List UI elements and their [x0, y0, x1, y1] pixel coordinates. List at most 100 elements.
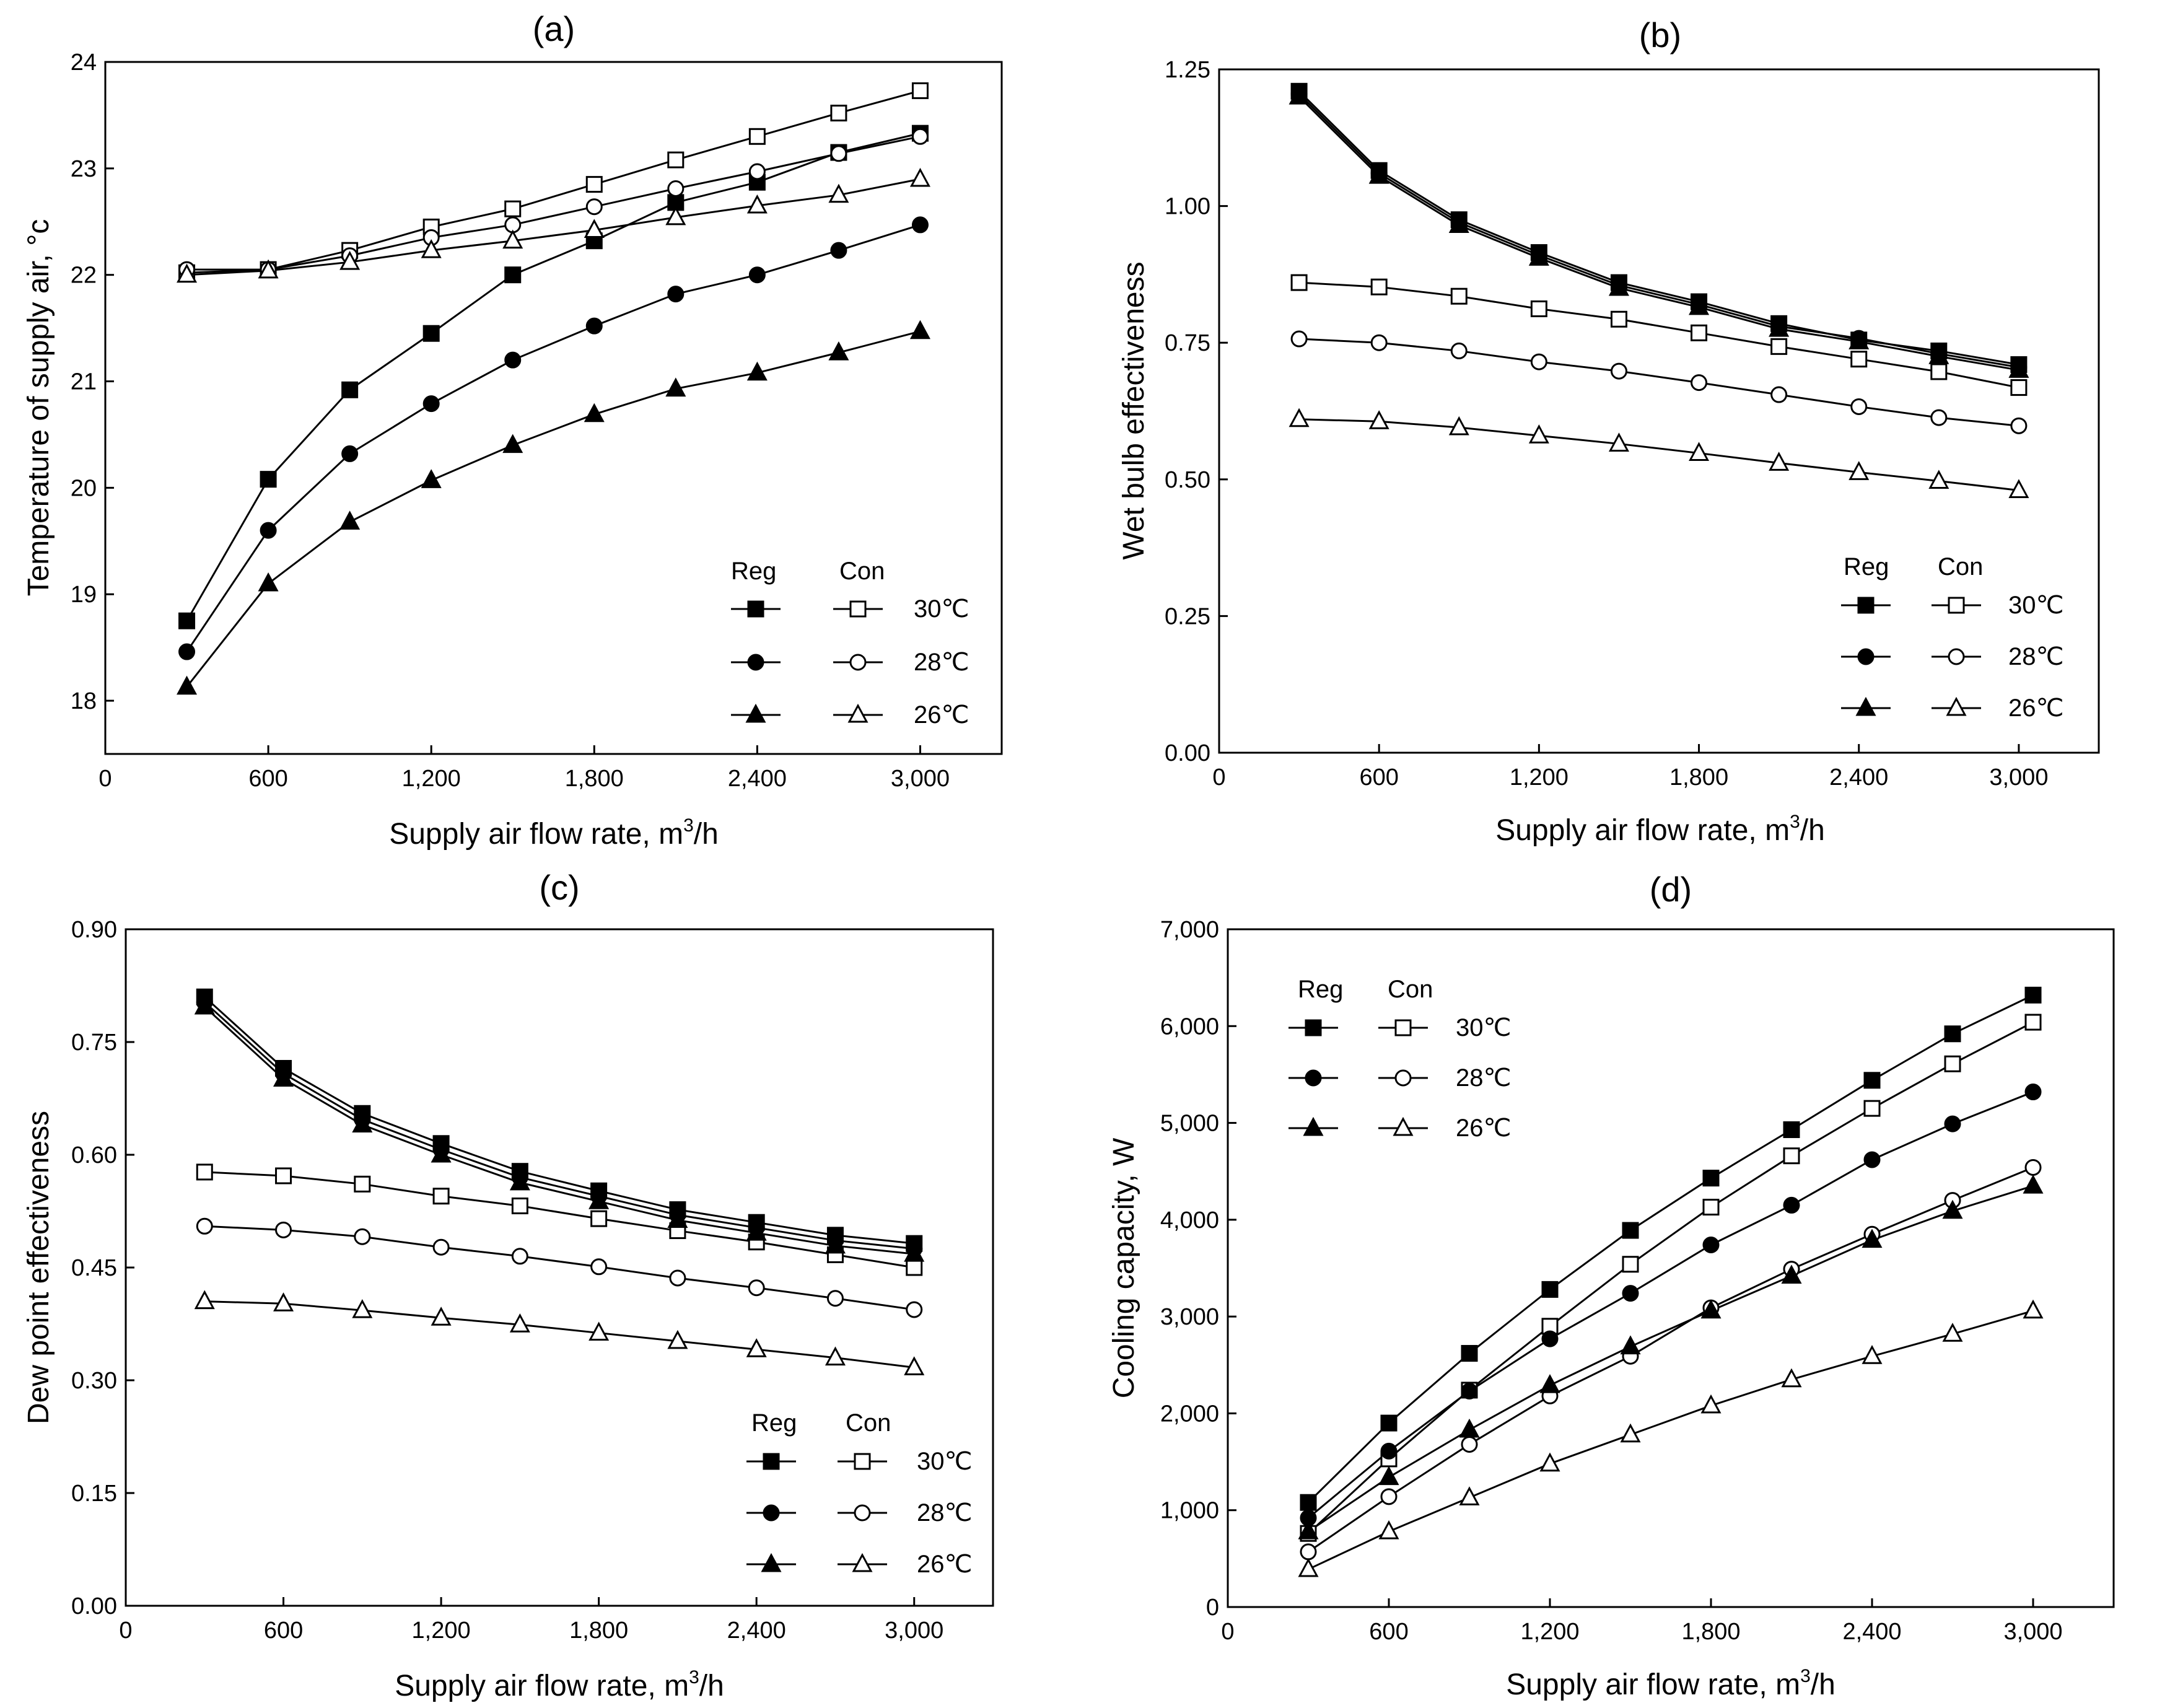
panel-d-title: (d) — [1650, 870, 1692, 909]
panel-a: (a) 0 600 1,200 1,800 2,400 3,000 18 19 20 21 22 2… — [22, 9, 1003, 851]
panel-a-series-line-open-square — [186, 89, 921, 274]
panel-a-point-open-triangle — [339, 250, 361, 270]
panel-a-y-ticks: 18 19 20 21 22 23 24 — [71, 50, 114, 714]
panel-c-point-open-circle — [669, 1269, 686, 1287]
panel-c-point-open-circle — [196, 1217, 213, 1235]
panel-a-point-filled-circle — [830, 242, 847, 259]
panel-a-point-open-circle — [830, 145, 847, 162]
panel-a-point-open-triangle — [584, 219, 605, 239]
panel-b-legend-marker-filled-triangle — [1855, 696, 1876, 716]
panel-b-point-open-triangle — [1448, 416, 1469, 436]
panel-d-point-open-circle — [1380, 1488, 1398, 1505]
panel-a-legend: Reg Con 30℃ 28℃ 26℃ — [731, 558, 969, 729]
panel-b-point-filled-triangle — [2008, 359, 2029, 378]
panel-c-series-line-open-square — [204, 1171, 914, 1269]
panel-c-point-open-triangle — [273, 1292, 294, 1312]
panel-c-point-open-triangle — [352, 1299, 373, 1318]
panel-d-series-line-filled-triangle — [1308, 1185, 2034, 1533]
panel-d-series-line-open-triangle — [1308, 1310, 2034, 1570]
panel-d-x-ticks: 0 600 1,200 1,800 2,400 3,000 — [1221, 1598, 2063, 1645]
panel-a-point-open-circle — [911, 128, 929, 145]
panel-d-series-line-filled-circle — [1308, 1091, 2034, 1519]
panel-c-series-line-open-triangle — [204, 1300, 914, 1369]
panel-d-point-filled-triangle — [1862, 1228, 1883, 1248]
panel-d-point-filled-triangle — [1298, 1520, 1319, 1539]
panel-c-point-filled-triangle — [588, 1190, 610, 1209]
panel-b-legend-header-con: Con — [1938, 553, 1983, 580]
panel-b-point-open-circle — [1770, 386, 1788, 403]
panel-b-point-open-circle — [1370, 334, 1388, 351]
panel-a-legend-samples — [731, 600, 883, 723]
panel-d-point-open-square — [1622, 1256, 1639, 1273]
panel-a-y-tick-label: 23 — [71, 156, 97, 182]
panel-a-legend-marker-filled-triangle — [745, 703, 766, 723]
panel-a-x-axis-label: Supply air flow rate, m3/h — [389, 815, 719, 851]
panel-a-point-open-triangle — [421, 239, 442, 258]
panel-b-legend-label-28: 28℃ — [2008, 643, 2063, 670]
panel-a-point-open-triangle — [177, 263, 198, 283]
panel-b-point-open-triangle — [1368, 410, 1389, 429]
panel-b-y-axis-label: Wet bulb effectiveness — [1118, 261, 1150, 559]
panel-c-y-tick-label: 0.15 — [71, 1481, 117, 1507]
panel-a-point-filled-triangle — [828, 341, 849, 361]
panel-b-point-open-circle — [1290, 330, 1308, 348]
panel-a-y-tick-label: 22 — [71, 263, 97, 289]
panel-d-y-tick-label: 5,000 — [1160, 1111, 1219, 1137]
panel-a-y-axis-label: Temperature of supply air, °c — [22, 219, 55, 597]
panel-a-legend-marker-filled-circle — [747, 654, 764, 671]
panel-b-point-open-circle — [1850, 398, 1868, 415]
panel-a-point-filled-square — [422, 325, 440, 342]
panel-d-y-tick-label: 7,000 — [1160, 917, 1219, 943]
panel-a-series-line-filled-triangle — [186, 330, 921, 688]
panel-b-series-line-filled-triangle — [1298, 96, 2019, 371]
panel-a-plot-frame — [104, 61, 1003, 755]
panel-a-legend-header-reg: Reg — [731, 558, 776, 585]
panel-d-legend-samples — [1289, 1019, 1428, 1136]
panel-b-y-tick-label: 0.00 — [1165, 740, 1210, 766]
panel-d-point-filled-square — [2024, 986, 2042, 1004]
panel-a-legend-header-con: Con — [839, 558, 885, 585]
panel-d-point-filled-square — [1461, 1345, 1478, 1362]
panel-d-point-filled-circle — [1461, 1382, 1478, 1399]
panel-a-y-tick-label: 18 — [71, 688, 97, 714]
panel-d-point-open-circle — [1300, 1543, 1317, 1561]
panel-d-x-tick-label: 1,800 — [1681, 1619, 1740, 1645]
panel-a-point-filled-circle — [422, 395, 440, 413]
panel-d-x-tick-label: 1,200 — [1520, 1619, 1579, 1645]
panel-d-legend: Reg Con 30℃ 28℃ 26℃ — [1289, 976, 1511, 1142]
panel-d-x-axis-label: Supply air flow rate, m3/h — [1506, 1666, 1835, 1701]
panel-a-point-open-square — [748, 128, 766, 145]
panel-a-legend-label-28: 28℃ — [914, 649, 969, 676]
panel-b-point-open-square — [1290, 274, 1308, 291]
panel-d-series-line-filled-square — [1307, 994, 2034, 1504]
panel-d-series-line-open-square — [1307, 1021, 2034, 1535]
panel-c-point-open-square — [354, 1175, 371, 1193]
panel-c-point-open-square — [511, 1198, 528, 1215]
panel-a-point-open-circle — [748, 163, 766, 180]
panel-d-point-open-square — [2024, 1014, 2042, 1031]
panel-c-point-filled-triangle — [825, 1234, 846, 1254]
panel-c-point-filled-triangle — [194, 995, 215, 1015]
panel-d-point-open-triangle — [1862, 1345, 1883, 1364]
panel-d-legend-marker-filled-square — [1305, 1019, 1322, 1036]
panel-b-y-tick-label: 0.50 — [1165, 467, 1210, 493]
panel-d-point-filled-circle — [1380, 1442, 1398, 1460]
panel-b-point-open-square — [1691, 324, 1708, 341]
panel-a-x-tick-label: 600 — [248, 766, 287, 792]
panel-c-y-tick-label: 0.75 — [71, 1030, 117, 1056]
panel-c-x-tick-label: 3,000 — [885, 1618, 943, 1644]
panel-b-y-ticks: 0.00 0.25 0.50 0.75 1.00 1.25 — [1165, 57, 1228, 766]
panel-d-legend-marker-open-triangle — [1393, 1116, 1414, 1136]
panel-c-legend-label-30: 30℃ — [917, 1448, 972, 1475]
panel-b-point-open-square — [1930, 363, 1948, 380]
panel-b-legend: Reg Con 30℃ 28℃ 26℃ — [1841, 553, 2063, 722]
panel-d-point-filled-square — [1541, 1281, 1559, 1298]
panel-c-point-filled-triangle — [273, 1067, 294, 1087]
panel-c-series-line-filled-circle — [204, 1001, 914, 1250]
panel-d-y-tick-label: 4,000 — [1160, 1207, 1219, 1233]
panel-d-point-open-square — [1944, 1055, 1961, 1072]
panel-d-point-filled-triangle — [1459, 1418, 1480, 1438]
panel-d-point-open-triangle — [1378, 1520, 1399, 1539]
panel-b-point-open-square — [2010, 379, 2028, 396]
panel-b-legend-marker-filled-circle — [1857, 648, 1875, 665]
